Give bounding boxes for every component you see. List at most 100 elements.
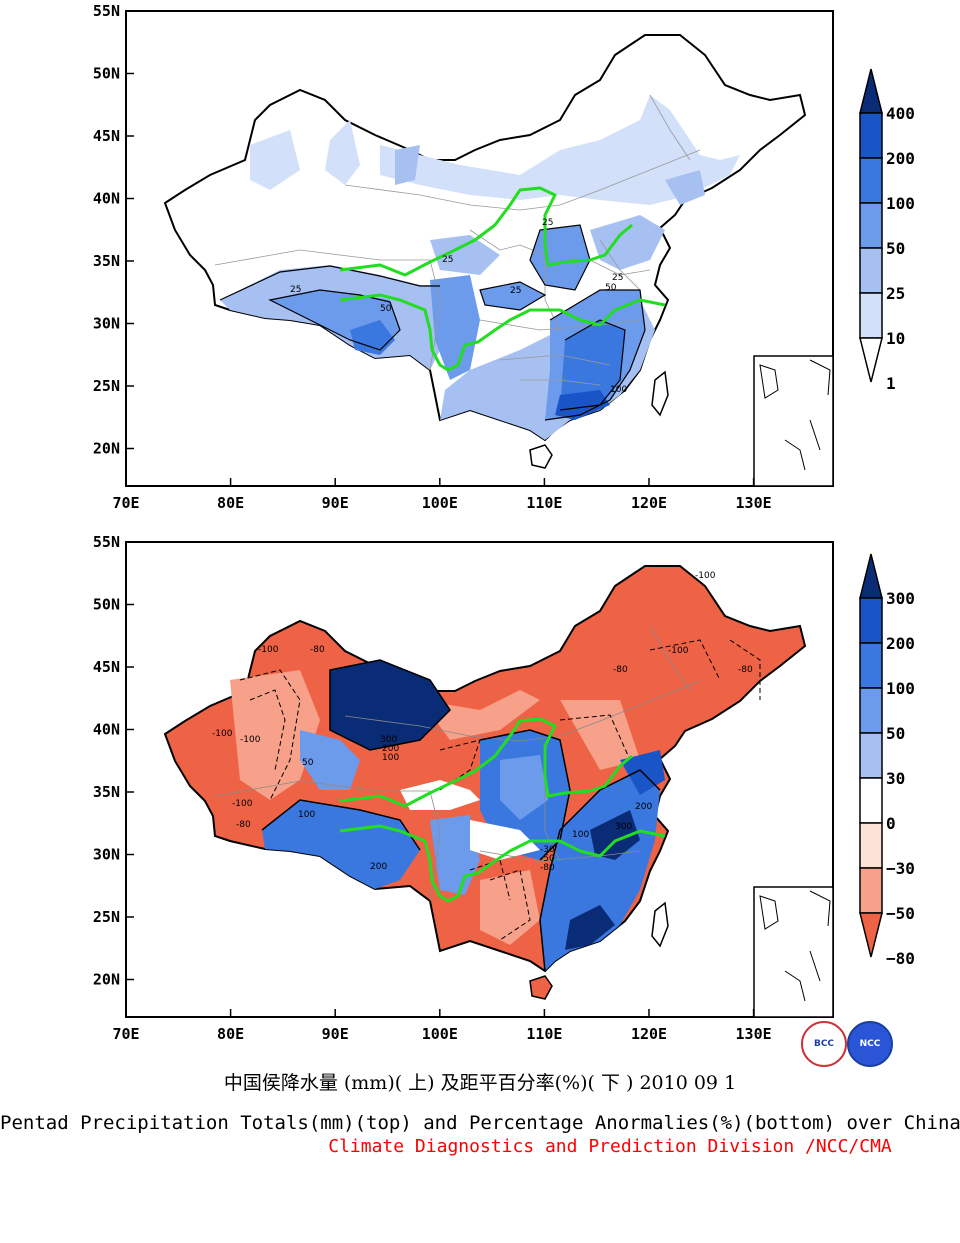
lat-label: 20N — [93, 971, 120, 989]
colorbar-box — [859, 157, 883, 204]
lat-label: 45N — [93, 127, 120, 145]
yangtze-river — [339, 293, 666, 372]
bcc-logo-text: BCC — [813, 1039, 835, 1049]
colorbar-arrow-top — [859, 553, 883, 599]
contour-label: 300 — [380, 735, 397, 745]
lon-label: 130E — [736, 494, 772, 512]
contour-label: 200 — [635, 802, 652, 812]
contour-label: 200 — [382, 744, 399, 754]
yellow-river — [339, 186, 633, 277]
colorbar-label: 300 — [886, 589, 915, 608]
contour-label: -50 — [540, 854, 555, 864]
contour-label: -80 — [613, 665, 628, 675]
bottom-contour-labels: -100 -80 -100 -100 -80 -100 -80 -100 300… — [212, 571, 753, 873]
colorbar-label: 25 — [886, 284, 905, 303]
colorbar-arrow-top — [859, 68, 883, 114]
colorbar-box — [859, 777, 883, 824]
caption-english: Pentad Precipitation Totals(mm)(top) and… — [0, 1112, 960, 1134]
top-map-panel: 25 25 25 25 50 50 100 25 55N 50N 45N 40N 35N… — [93, 2, 834, 512]
lat-label: 50N — [93, 65, 120, 83]
contour-label: 50 — [605, 283, 617, 293]
contour-label: -100 — [240, 735, 261, 745]
colorbar-arrow-bottom — [859, 912, 883, 958]
colorbar-label: 30 — [886, 769, 905, 788]
colorbar-box — [859, 687, 883, 734]
lat-label: 55N — [93, 533, 120, 551]
lon-label: 90E — [322, 1025, 349, 1043]
colorbar-label: 100 — [886, 194, 915, 213]
contour-label: -100 — [232, 799, 253, 809]
contour-label: -30 — [540, 845, 555, 855]
lon-label: 100E — [422, 1025, 458, 1043]
bcc-logo: BCC — [801, 1021, 847, 1067]
lat-label: 40N — [93, 190, 120, 208]
colorbar-box — [859, 642, 883, 689]
contour-label: 200 — [370, 862, 387, 872]
lat-label: 25N — [93, 377, 120, 395]
colorbar-label: 200 — [886, 634, 915, 653]
colorbar-label: −80 — [886, 949, 915, 968]
contour-label: 50 — [380, 304, 392, 314]
colorbar-label: 50 — [886, 724, 905, 743]
contour-label: 300 — [615, 822, 632, 832]
ncc-logo: NCC — [847, 1021, 893, 1067]
contour-label: 100 — [298, 810, 315, 820]
lon-label: 120E — [631, 1025, 667, 1043]
colorbar-box — [859, 202, 883, 249]
colorbar-box — [859, 112, 883, 159]
colorbar-label: −50 — [886, 904, 915, 923]
top-colorbar: 400 200 100 50 25 10 1 — [859, 68, 915, 393]
colorbar-label: 200 — [886, 149, 915, 168]
contour-label: 25 — [612, 273, 623, 283]
contour-label: -80 — [310, 645, 325, 655]
contour-label: 50 — [302, 758, 314, 768]
lat-label: 30N — [93, 315, 120, 333]
lat-label: 20N — [93, 440, 120, 458]
contour-label: 25 — [442, 255, 453, 265]
contour-label: -80 — [540, 863, 555, 873]
contour-label: 25 — [290, 285, 301, 295]
lon-label: 70E — [112, 494, 139, 512]
colorbar-label: 0 — [886, 814, 896, 833]
lat-label: 25N — [93, 908, 120, 926]
lat-label: 40N — [93, 721, 120, 739]
colorbar-arrow-bottom — [859, 337, 883, 383]
contour-label: -80 — [738, 665, 753, 675]
top-contour-labels: 25 25 25 25 50 50 100 25 — [290, 218, 627, 395]
lon-label: 110E — [526, 494, 562, 512]
contour-label: 25 — [510, 286, 521, 296]
colorbar-box — [859, 597, 883, 644]
lon-label: 130E — [736, 1025, 772, 1043]
contour-label: 100 — [382, 753, 399, 763]
contour-label: -100 — [258, 645, 279, 655]
caption-chinese: 中国侯降水量 (mm)( 上) 及距平百分率(%)( 下 ) 2010 09 1 — [223, 1072, 737, 1094]
bottom-map-panel: -100 -80 -100 -100 -80 -100 -80 -100 300… — [93, 533, 834, 1043]
lon-label: 80E — [217, 1025, 244, 1043]
lat-label: 45N — [93, 658, 120, 676]
lat-label: 30N — [93, 846, 120, 864]
contour-label: -80 — [236, 820, 251, 830]
lon-label: 100E — [422, 494, 458, 512]
contour-label: 100 — [572, 830, 589, 840]
contour-label: -100 — [212, 729, 233, 739]
colorbar-box — [859, 247, 883, 294]
lon-label: 70E — [112, 1025, 139, 1043]
caption-credit: Climate Diagnostics and Prediction Divis… — [328, 1136, 892, 1157]
colorbar-label: 50 — [886, 239, 905, 258]
lon-label: 80E — [217, 494, 244, 512]
colorbar-label: 10 — [886, 329, 905, 348]
contour-label: 100 — [610, 385, 627, 395]
ncc-logo-text: NCC — [859, 1039, 881, 1049]
lat-label: 50N — [93, 596, 120, 614]
lat-label: 35N — [93, 252, 120, 270]
lat-label: 35N — [93, 783, 120, 801]
colorbar-label: 400 — [886, 104, 915, 123]
contour-label: 25 — [542, 218, 553, 228]
colorbar-box — [859, 822, 883, 869]
colorbar-label: 100 — [886, 679, 915, 698]
colorbar-box — [859, 867, 883, 914]
colorbar-label: 1 — [886, 374, 896, 393]
contour-label: -100 — [695, 571, 716, 581]
